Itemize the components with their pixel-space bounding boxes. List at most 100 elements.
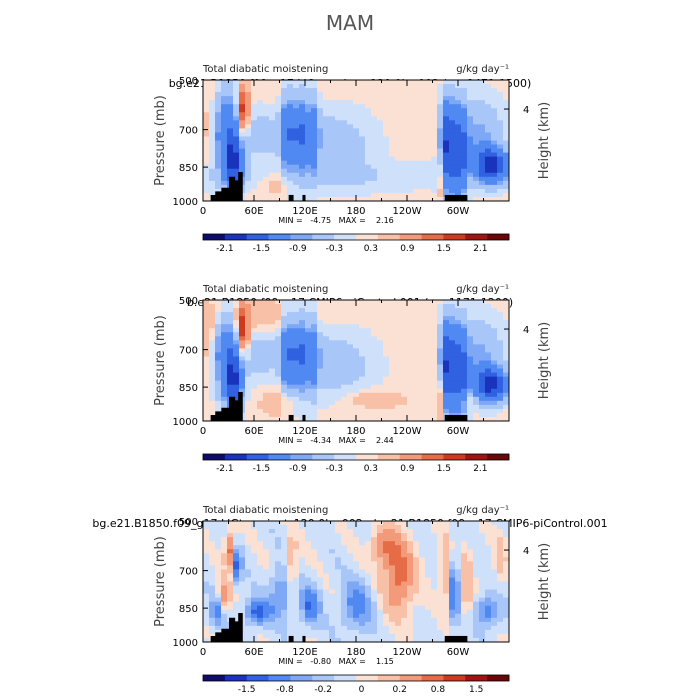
heatmap-cell xyxy=(275,400,282,406)
heatmap-cell xyxy=(269,156,276,162)
heatmap-cell xyxy=(467,392,474,398)
heatmap-cell xyxy=(323,625,330,631)
heatmap-cell xyxy=(329,340,336,345)
heatmap-cell xyxy=(371,164,378,170)
heatmap-cell xyxy=(209,521,216,526)
heatmap-cell xyxy=(227,581,234,586)
heatmap-cell xyxy=(431,304,438,309)
heatmap-cell xyxy=(371,368,378,373)
heatmap-cell xyxy=(329,140,336,145)
heatmap-cell xyxy=(389,565,396,570)
heatmap-cell xyxy=(485,368,492,373)
heatmap-cell xyxy=(269,188,276,194)
heatmap-cell xyxy=(371,380,378,386)
heatmap-cell xyxy=(317,340,324,345)
heatmap-cell xyxy=(359,396,366,402)
heatmap-cell xyxy=(365,312,372,317)
heatmap-cell xyxy=(431,148,438,153)
heatmap-cell xyxy=(245,168,252,174)
heatmap-cell xyxy=(359,100,366,105)
heatmap-cell xyxy=(443,380,450,386)
heatmap-cell xyxy=(359,92,366,97)
heatmap-cell xyxy=(389,88,396,93)
heatmap-cell xyxy=(203,168,210,174)
heatmap-cell xyxy=(485,84,492,89)
heatmap-cell xyxy=(287,148,294,153)
heatmap-cell xyxy=(437,376,444,382)
heatmap-cell xyxy=(353,629,360,635)
heatmap-cell xyxy=(413,336,420,341)
heatmap-cell xyxy=(263,533,270,538)
heatmap-cell xyxy=(317,348,324,353)
heatmap-cell xyxy=(311,112,318,117)
heatmap-cell xyxy=(281,404,288,410)
heatmap-cell xyxy=(485,364,492,369)
heatmap-cell xyxy=(275,625,282,631)
heatmap-cell xyxy=(287,533,294,538)
heatmap-cell xyxy=(497,416,504,422)
heatmap-cell xyxy=(251,100,258,105)
heatmap-cell xyxy=(443,100,450,105)
heatmap-cell xyxy=(443,585,450,590)
heatmap-cell xyxy=(293,400,300,406)
heatmap-cell xyxy=(251,384,258,390)
heatmap-cell xyxy=(209,140,216,145)
heatmap-cell xyxy=(293,525,300,530)
heatmap-cell xyxy=(209,597,216,603)
heatmap-cell xyxy=(407,589,414,594)
heatmap-cell xyxy=(467,100,474,105)
heatmap-cell xyxy=(371,529,378,534)
heatmap-cell xyxy=(419,124,426,129)
heatmap-cell xyxy=(329,553,336,558)
heatmap-cell xyxy=(233,585,240,590)
heatmap-cell xyxy=(449,300,456,305)
heatmap-cell xyxy=(419,120,426,125)
heatmap-cell xyxy=(305,613,312,619)
heatmap-cell xyxy=(215,168,222,174)
heatmap-cell xyxy=(365,557,372,562)
heatmap-cell xyxy=(215,124,222,129)
heatmap-cell xyxy=(257,348,264,353)
heatmap-cell xyxy=(437,533,444,538)
heatmap-cell xyxy=(473,404,480,410)
heatmap-cell xyxy=(203,332,210,337)
heatmap-cell xyxy=(407,609,414,615)
heatmap-cell xyxy=(431,396,438,402)
heatmap-cell xyxy=(401,400,408,406)
heatmap-cell xyxy=(407,412,414,418)
heatmap-cell xyxy=(407,148,414,153)
heatmap-cell xyxy=(407,392,414,398)
heatmap-cell xyxy=(221,565,228,570)
heatmap-cell xyxy=(317,392,324,398)
heatmap-cell xyxy=(431,308,438,313)
heatmap-cell xyxy=(251,152,258,158)
heatmap-cell xyxy=(257,589,264,594)
heatmap-cell xyxy=(437,172,444,178)
heatmap-cell xyxy=(257,613,264,619)
heatmap-cell xyxy=(455,605,462,611)
topography-block xyxy=(288,194,294,201)
heatmap-cell xyxy=(437,332,444,337)
heatmap-cell xyxy=(449,84,456,89)
heatmap-cell xyxy=(407,637,414,643)
heatmap-cell xyxy=(461,112,468,117)
heatmap-cell xyxy=(503,597,510,603)
heatmap-cell xyxy=(233,100,240,105)
heatmap-cell xyxy=(293,384,300,390)
heatmap-cell xyxy=(377,416,384,422)
heatmap-cell xyxy=(503,368,510,373)
heatmap-cell xyxy=(275,116,282,121)
heatmap-cell xyxy=(209,621,216,627)
heatmap-cell xyxy=(419,312,426,317)
heatmap-cell xyxy=(491,336,498,341)
heatmap-cell xyxy=(449,613,456,619)
heatmap-cell xyxy=(263,152,270,158)
heatmap-cell xyxy=(203,396,210,402)
heatmap-cell xyxy=(431,589,438,594)
heatmap-cell xyxy=(473,140,480,145)
heatmap-cell xyxy=(401,124,408,129)
heatmap-cell xyxy=(275,304,282,309)
heatmap-cell xyxy=(275,128,282,133)
heatmap-cell xyxy=(491,384,498,390)
heatmap-cell xyxy=(245,104,252,109)
